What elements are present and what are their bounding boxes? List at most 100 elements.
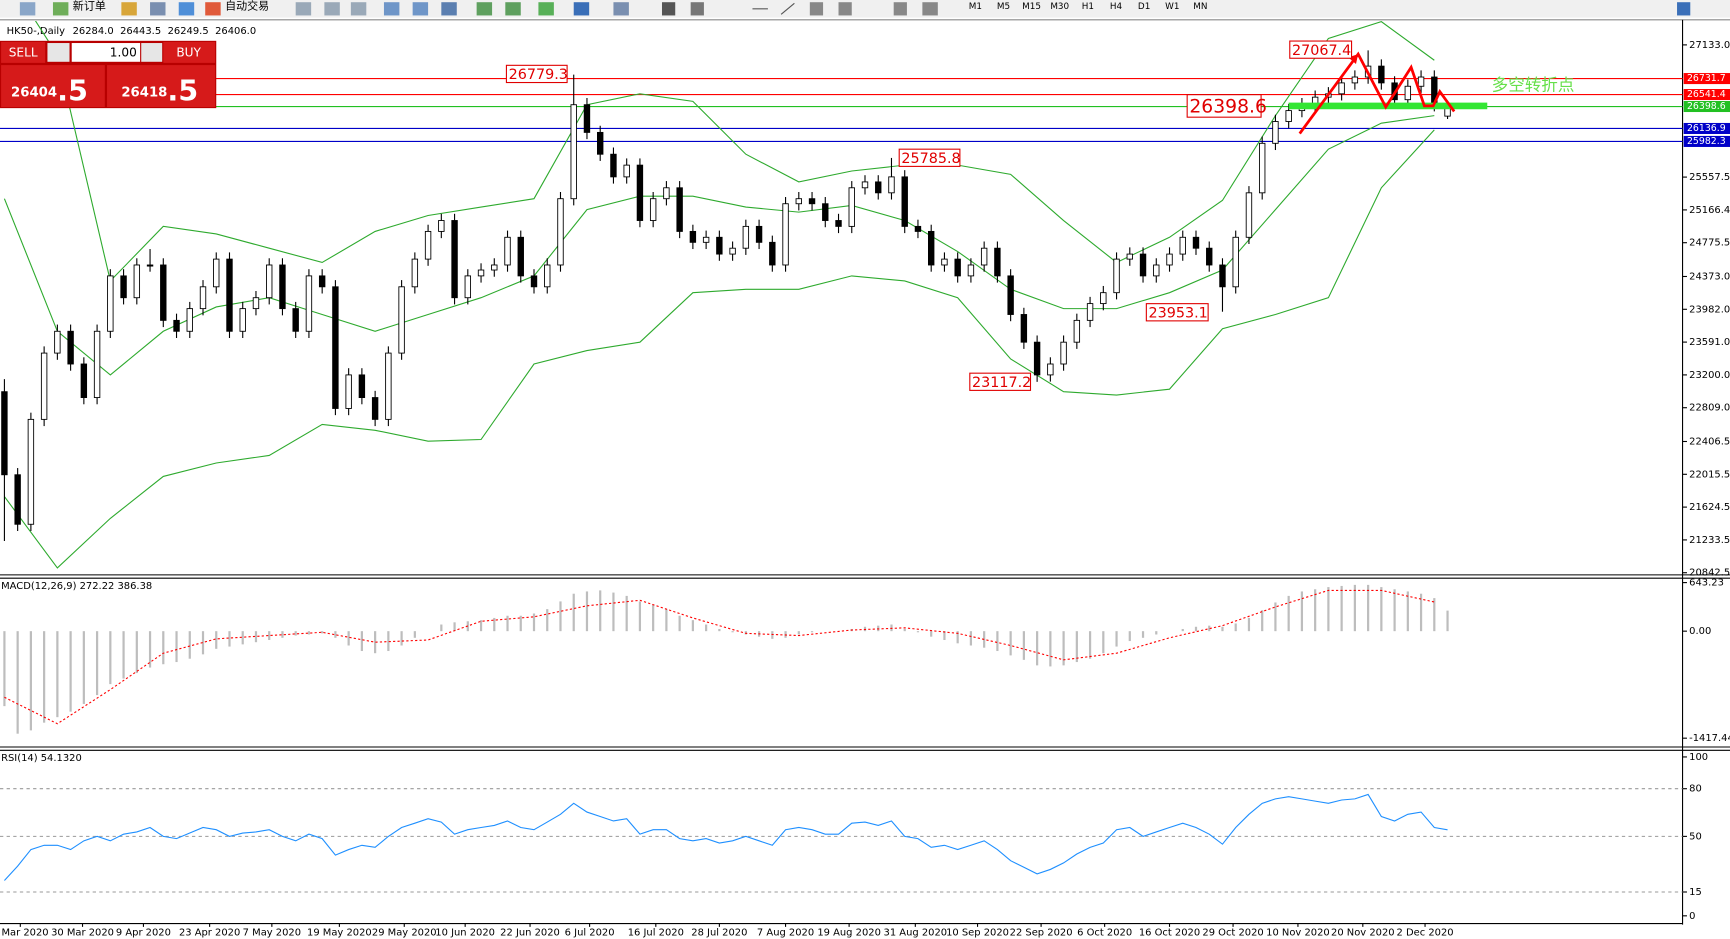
axes: 27133.0 25557.5 25166.4 24775.5 24373.0 23982… — [0, 40, 1730, 938]
macd-bar — [1208, 625, 1211, 632]
icon[interactable] — [178, 2, 195, 16]
lot-field[interactable] — [71, 43, 141, 62]
lot-down[interactable] — [47, 43, 70, 62]
y-tick-label: 80 — [1689, 784, 1702, 795]
icon[interactable] — [150, 2, 166, 16]
icon[interactable] — [476, 2, 493, 16]
rsi-panel — [0, 788, 1683, 893]
timeframe[interactable]: H1 — [1082, 2, 1094, 12]
icon[interactable] — [324, 2, 340, 16]
annotation-box — [1186, 94, 1262, 118]
x-tick-label: 9 Apr 2020 — [116, 927, 171, 938]
timeframe[interactable]: MN — [1193, 2, 1207, 12]
icon[interactable] — [383, 2, 400, 16]
sell-button[interactable] — [1, 41, 46, 63]
price-tag-label: 26136.9 — [1687, 123, 1726, 134]
price-tag-label: 25982.3 — [1687, 136, 1726, 147]
y-tick-label: 0 — [1689, 911, 1695, 922]
y-tick-label: 24373.0 — [1689, 271, 1730, 282]
icon[interactable] — [19, 2, 36, 16]
macd-bar — [1393, 589, 1396, 632]
auto-trading[interactable]: 自动交易 — [225, 0, 269, 13]
timeframe[interactable]: H4 — [1110, 2, 1123, 12]
buy-price[interactable]: 26418.5 — [121, 74, 198, 108]
sell-price-box[interactable] — [1, 65, 105, 108]
icon[interactable] — [412, 2, 429, 16]
quote: 26443.5 — [120, 26, 161, 37]
icon[interactable] — [613, 2, 629, 16]
candle-body — [557, 198, 564, 266]
candle-body — [252, 297, 260, 310]
macd-bar — [109, 631, 112, 685]
candle-body — [199, 286, 207, 310]
timeframe[interactable]: W1 — [1165, 2, 1179, 12]
buy-label[interactable]: BUY — [176, 45, 201, 59]
price-tag — [1683, 89, 1730, 101]
macd-bar — [1300, 591, 1304, 632]
annotation-box — [969, 372, 1032, 391]
buy-price-box[interactable] — [107, 65, 216, 108]
icon[interactable] — [505, 2, 521, 16]
timeframe[interactable]: M30 — [1050, 2, 1069, 12]
icon[interactable] — [893, 2, 907, 16]
icon[interactable] — [295, 2, 312, 16]
candle-body — [729, 247, 736, 255]
macd-bar — [360, 631, 363, 652]
y-tick-label: 23591.0 — [1689, 337, 1730, 348]
icon[interactable] — [121, 2, 137, 16]
timeframe[interactable]: M15 — [1022, 2, 1041, 12]
sell-label[interactable]: SELL — [9, 45, 38, 59]
lot-value[interactable]: 1.00 — [110, 45, 137, 59]
icon[interactable] — [661, 2, 676, 16]
annotation-box — [898, 148, 961, 167]
macd-bar — [69, 631, 72, 712]
sell-price-pips[interactable]: .5 — [57, 74, 88, 108]
macd-bar — [334, 631, 337, 638]
candle-body — [438, 220, 445, 232]
buy-price-pips[interactable]: .5 — [167, 74, 198, 108]
icon[interactable] — [690, 2, 704, 16]
icon[interactable] — [573, 2, 590, 16]
icon[interactable] — [52, 2, 69, 16]
icon[interactable] — [538, 2, 554, 16]
timeframe[interactable]: M5 — [997, 2, 1010, 12]
buy-price-main[interactable]: 26418 — [121, 86, 167, 101]
candle-body — [689, 230, 697, 243]
candle-body — [80, 363, 88, 399]
icon[interactable] — [922, 2, 938, 16]
icon[interactable] — [780, 2, 795, 15]
macd-bar — [1367, 584, 1370, 632]
candle-body — [649, 198, 657, 221]
macd-bar — [175, 631, 178, 663]
timeframe[interactable]: D1 — [1138, 2, 1150, 12]
new-order[interactable]: 新订单 — [73, 0, 106, 13]
macd-bar — [1247, 617, 1251, 632]
price-tag-label: 26398.6 — [1687, 101, 1726, 112]
timeframe[interactable]: M1 — [969, 2, 982, 12]
icon[interactable] — [838, 2, 852, 16]
buy-button[interactable] — [163, 41, 216, 63]
icon[interactable] — [205, 2, 221, 16]
x-tick-label: 28 Jul 2020 — [691, 927, 747, 938]
icon[interactable] — [809, 2, 824, 16]
x-tick-label: 19 Aug 2020 — [817, 927, 881, 938]
x-tick-label: 16 Oct 2020 — [1139, 927, 1200, 938]
icon[interactable] — [1677, 2, 1691, 16]
macd-bar — [638, 601, 642, 632]
candle-body — [875, 181, 882, 194]
macd-title: MACD(12,26,9) — [1, 581, 76, 592]
note: 多空转折点 — [1492, 76, 1575, 95]
lot-up[interactable] — [141, 43, 163, 62]
macd-bar — [347, 631, 350, 646]
annotation-box — [505, 64, 568, 84]
sell-price[interactable]: 26404.5 — [11, 74, 88, 108]
candle-body — [914, 225, 922, 232]
candle-body — [530, 275, 538, 288]
candle-body — [173, 319, 180, 332]
candle-body — [120, 275, 127, 299]
icon[interactable] — [350, 2, 367, 16]
candle-body — [610, 153, 617, 178]
macd-bar — [1327, 587, 1330, 632]
sell-price-main[interactable]: 26404 — [11, 86, 57, 101]
icon[interactable] — [441, 2, 457, 16]
